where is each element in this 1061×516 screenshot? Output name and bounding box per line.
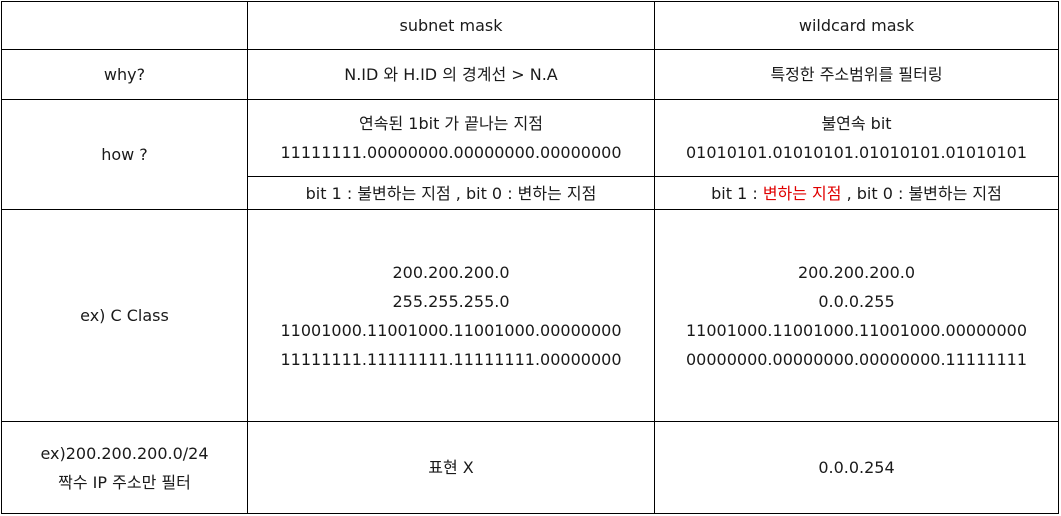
example-even-label-line-2: 짝수 IP 주소만 필터 <box>58 472 191 492</box>
how-bits-row: bit 1 : 불변하는 지점 , bit 0 : 변하는 지점 bit 1 :… <box>2 176 1059 210</box>
why-row: why? N.ID 와 H.ID 의 경계선 > N.A 특정한 주소범위를 필… <box>1 49 1059 100</box>
example-even-row: ex)200.200.200.0/24 짝수 IP 주소만 필터 표현 X 0.… <box>1 421 1059 514</box>
wildcard-bits-highlight: 변하는 지점 <box>762 183 842 203</box>
example-c-wildcard-line-3: 11001000.11001000.11001000.00000000 <box>685 320 1027 340</box>
example-c-subnet: 200.200.200.0 255.255.255.0 11001000.110… <box>247 209 655 422</box>
header-subnet-mask: subnet mask <box>247 1 655 50</box>
why-wildcard: 특정한 주소범위를 필터링 <box>654 49 1059 100</box>
header-row: subnet mask wildcard mask <box>1 1 1059 50</box>
why-label: why? <box>1 49 248 100</box>
example-c-wildcard-line-1: 200.200.200.0 <box>797 262 916 282</box>
example-c-wildcard: 200.200.200.0 0.0.0.255 11001000.1100100… <box>654 209 1059 422</box>
how-subnet: 연속된 1bit 가 끝나는 지점 11111111.00000000.0000… <box>247 99 655 177</box>
example-even-label: ex)200.200.200.0/24 짝수 IP 주소만 필터 <box>1 421 248 514</box>
how-wildcard: 불연속 bit 01010101.01010101.01010101.01010… <box>654 99 1059 177</box>
example-even-subnet: 표현 X <box>247 421 655 514</box>
why-subnet: N.ID 와 H.ID 의 경계선 > N.A <box>247 49 655 100</box>
example-c-label: ex) C Class <box>1 209 248 422</box>
example-c-wildcard-line-4: 00000000.00000000.00000000.11111111 <box>685 349 1027 369</box>
header-wildcard-mask: wildcard mask <box>654 1 1059 50</box>
how-wildcard-bits: bit 1 : 변하는 지점 , bit 0 : 불변하는 지점 <box>654 176 1059 210</box>
example-c-wildcard-line-2: 0.0.0.255 <box>818 291 895 311</box>
how-subnet-line-1: 연속된 1bit 가 끝나는 지점 <box>359 114 543 133</box>
example-c-subnet-line-3: 11001000.11001000.11001000.00000000 <box>280 320 622 340</box>
wildcard-bits-prefix: bit 1 : <box>711 183 763 203</box>
example-even-wildcard: 0.0.0.254 <box>654 421 1059 514</box>
how-wildcard-line-1: 불연속 bit <box>821 114 892 133</box>
example-even-label-line-1: ex)200.200.200.0/24 <box>40 443 209 463</box>
how-subnet-line-2: 11111111.00000000.00000000.00000000 <box>280 143 622 162</box>
example-c-row: ex) C Class 200.200.200.0 255.255.255.0 … <box>1 209 1059 422</box>
how-wildcard-line-2: 01010101.01010101.01010101.01010101 <box>685 143 1027 162</box>
how-label: how ? <box>1 99 248 210</box>
example-c-subnet-line-1: 200.200.200.0 <box>392 262 510 282</box>
example-c-subnet-line-4: 11111111.11111111.11111111.00000000 <box>280 349 622 369</box>
how-row: how ? 연속된 1bit 가 끝나는 지점 11111111.0000000… <box>1 99 1059 210</box>
header-empty-cell <box>1 1 248 50</box>
how-subnet-bits: bit 1 : 불변하는 지점 , bit 0 : 변하는 지점 <box>247 176 655 210</box>
wildcard-bits-suffix: , bit 0 : 불변하는 지점 <box>841 183 1002 203</box>
example-c-subnet-line-2: 255.255.255.0 <box>392 291 510 311</box>
